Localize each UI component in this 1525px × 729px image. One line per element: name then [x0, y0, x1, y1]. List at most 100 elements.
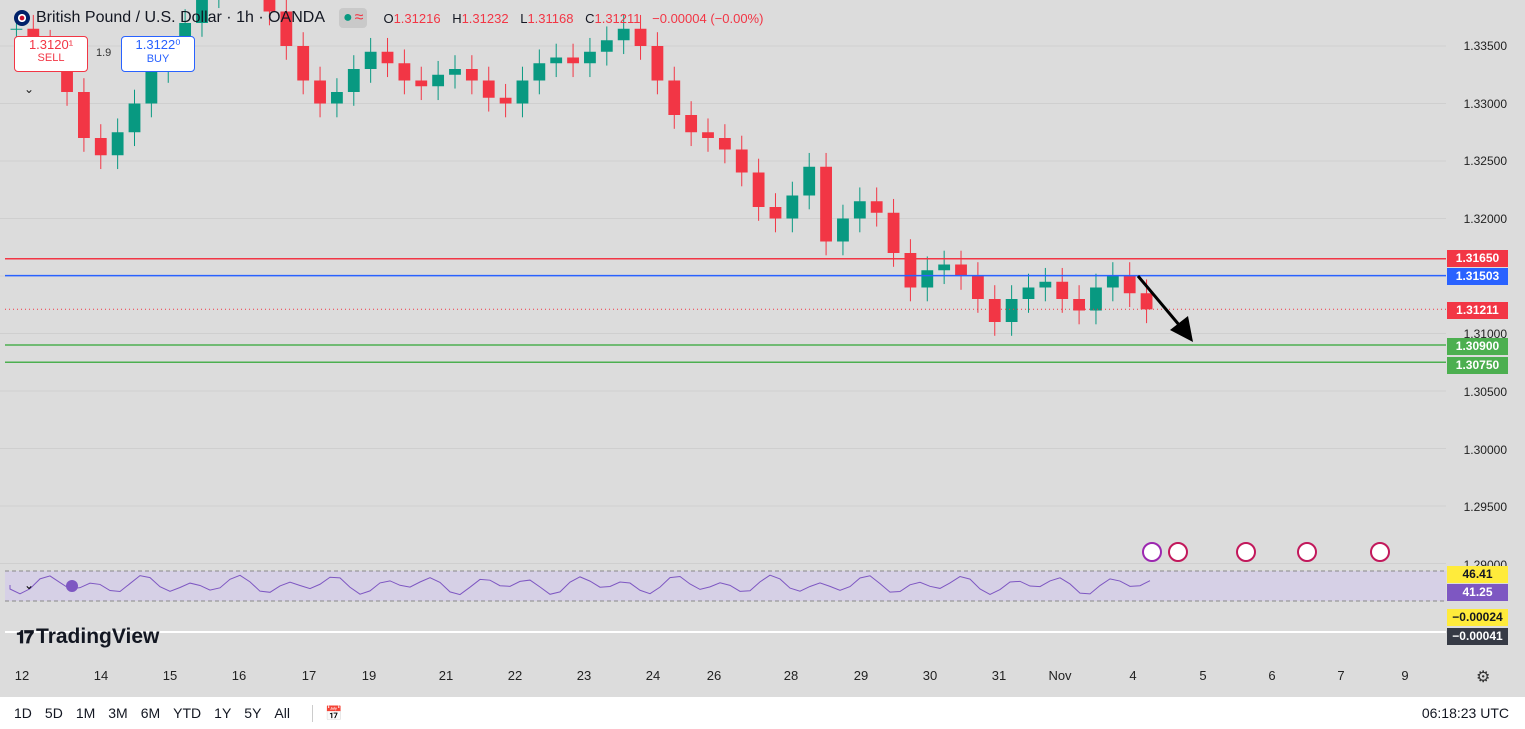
range-button-3m[interactable]: 3M — [108, 705, 128, 721]
candle-body — [820, 166, 832, 242]
candle-body — [398, 63, 411, 81]
candle-body — [567, 57, 579, 64]
candle-body — [1073, 299, 1085, 311]
candle-body — [1022, 287, 1035, 299]
range-button-1d[interactable]: 1D — [14, 705, 32, 721]
candle-body — [668, 80, 681, 115]
candle-body — [10, 28, 23, 30]
macd-value-tag: −0.00041 — [1447, 628, 1508, 645]
resistance-price-tag: 1.31650 — [1447, 250, 1508, 267]
candle-body — [128, 103, 141, 133]
data-status-icon: ≈ — [354, 9, 364, 26]
rsi-line — [9, 574, 1151, 596]
price-chart[interactable] — [0, 0, 1446, 690]
candle-body — [111, 132, 124, 156]
price-tick: 1.30500 — [1463, 385, 1507, 399]
candle-body — [1056, 281, 1069, 299]
tradingview-logo-icon: 𝟏𝟕 — [16, 626, 34, 647]
sell-price: 1.3120¹ — [28, 37, 74, 52]
time-axis[interactable]: 12 14 15 16 17 19 21 22 23 24 26 28 29 30 31 Nov 4 5 6 7 9 — [0, 656, 1446, 690]
candle-body — [465, 69, 478, 81]
bottom-toolbar: 1D 5D 1M 3M 6M YTD 1Y 5Y All 📅 06:18:23 UTC — [0, 697, 1525, 729]
uk-event-icon[interactable] — [1297, 542, 1317, 562]
candle-body — [482, 80, 495, 98]
gear-icon[interactable]: ⚙ — [1476, 669, 1491, 686]
candle-body — [718, 138, 731, 150]
time-tick: 26 — [706, 668, 722, 683]
candle-body — [364, 51, 377, 69]
range-button-5d[interactable]: 5D — [44, 705, 63, 721]
candle-body — [735, 149, 748, 173]
us-event-icon[interactable] — [1370, 542, 1390, 562]
range-button-ytd[interactable]: YTD — [173, 705, 202, 721]
market-status-pill[interactable]: ● ≈ — [338, 8, 368, 28]
low-value: 1.31168 — [527, 10, 574, 26]
candle-body — [938, 264, 951, 271]
range-button-5y[interactable]: 5Y — [244, 705, 262, 721]
candle-body — [550, 57, 563, 64]
candle-body — [297, 46, 310, 81]
candle-body — [685, 115, 698, 133]
time-tick: Nov — [1048, 668, 1072, 683]
candle-body — [837, 218, 849, 242]
time-tick: 19 — [361, 668, 377, 683]
entry-price-tag: 1.31503 — [1447, 268, 1508, 285]
candle-body — [617, 28, 630, 41]
range-button-6m[interactable]: 6M — [140, 705, 161, 721]
time-tick: 30 — [922, 668, 938, 683]
candle-body — [1140, 293, 1153, 310]
candle-body — [61, 57, 73, 92]
range-button-1y[interactable]: 1Y — [214, 705, 232, 721]
candle-body — [853, 201, 866, 219]
time-tick: 22 — [507, 668, 523, 683]
sell-button[interactable]: 1.3120¹ SELL — [14, 36, 88, 72]
date-range-selector: 1D 5D 1M 3M 6M YTD 1Y 5Y All — [14, 705, 290, 721]
lightning-event-icon[interactable] — [1142, 542, 1162, 562]
candle-body — [584, 51, 596, 64]
current-price-tag: 1.31211 — [1447, 302, 1508, 319]
candle-body — [904, 253, 917, 288]
clock[interactable]: 06:18:23 UTC — [1421, 705, 1509, 721]
tradingview-logo[interactable]: 𝟏𝟕 TradingView — [16, 625, 159, 649]
candle-body — [263, 0, 276, 12]
chevron-down-icon[interactable]: ⌄ — [24, 82, 35, 96]
chevron-down-icon[interactable]: ⌄ — [24, 578, 35, 592]
buy-button[interactable]: 1.3122⁰ BUY — [121, 36, 195, 72]
time-tick: 28 — [783, 668, 799, 683]
candle-body — [432, 74, 445, 87]
candle-body — [988, 299, 1001, 322]
close-value: 1.31211 — [594, 10, 641, 26]
macd-signal-tag: −0.00024 — [1447, 609, 1508, 626]
candle-body — [887, 212, 900, 253]
time-tick: 12 — [14, 668, 30, 683]
candle-body — [449, 69, 461, 75]
calendar-icon[interactable]: 📅 — [311, 704, 342, 722]
price-tick: 1.33500 — [1463, 39, 1507, 53]
candle-body — [702, 132, 714, 138]
us-event-icon[interactable] — [1236, 542, 1256, 562]
price-tick: 1.33000 — [1463, 97, 1507, 111]
candle-body — [381, 51, 394, 64]
candle-body — [499, 97, 512, 104]
symbol-title[interactable]: British Pound / U.S. Dollar · 1h · OANDA — [36, 9, 325, 26]
target-price-tag: 1.30900 — [1447, 338, 1508, 355]
price-tick: 1.32500 — [1463, 154, 1507, 168]
range-button-1m[interactable]: 1M — [75, 705, 96, 721]
symbol-header: British Pound / U.S. Dollar · 1h · OANDA… — [14, 8, 771, 28]
candle-body — [1106, 276, 1119, 288]
candle-body — [1090, 287, 1102, 311]
candle-body — [600, 40, 613, 52]
candle-body — [955, 264, 967, 276]
candle-body — [314, 80, 326, 104]
candle-body — [1123, 276, 1136, 294]
buy-label: BUY — [146, 53, 170, 65]
rsi-ma-tag: 46.41 — [1447, 566, 1508, 583]
buy-price: 1.3122⁰ — [135, 37, 181, 52]
range-button-all[interactable]: All — [274, 705, 290, 721]
candle-body — [870, 201, 883, 213]
time-tick: 21 — [438, 668, 454, 683]
candle-body — [78, 92, 90, 138]
ohlc-values: O1.31216 H1.31232 L1.31168 C1.31211 −0.0… — [383, 10, 764, 26]
us-event-icon[interactable] — [1168, 542, 1188, 562]
